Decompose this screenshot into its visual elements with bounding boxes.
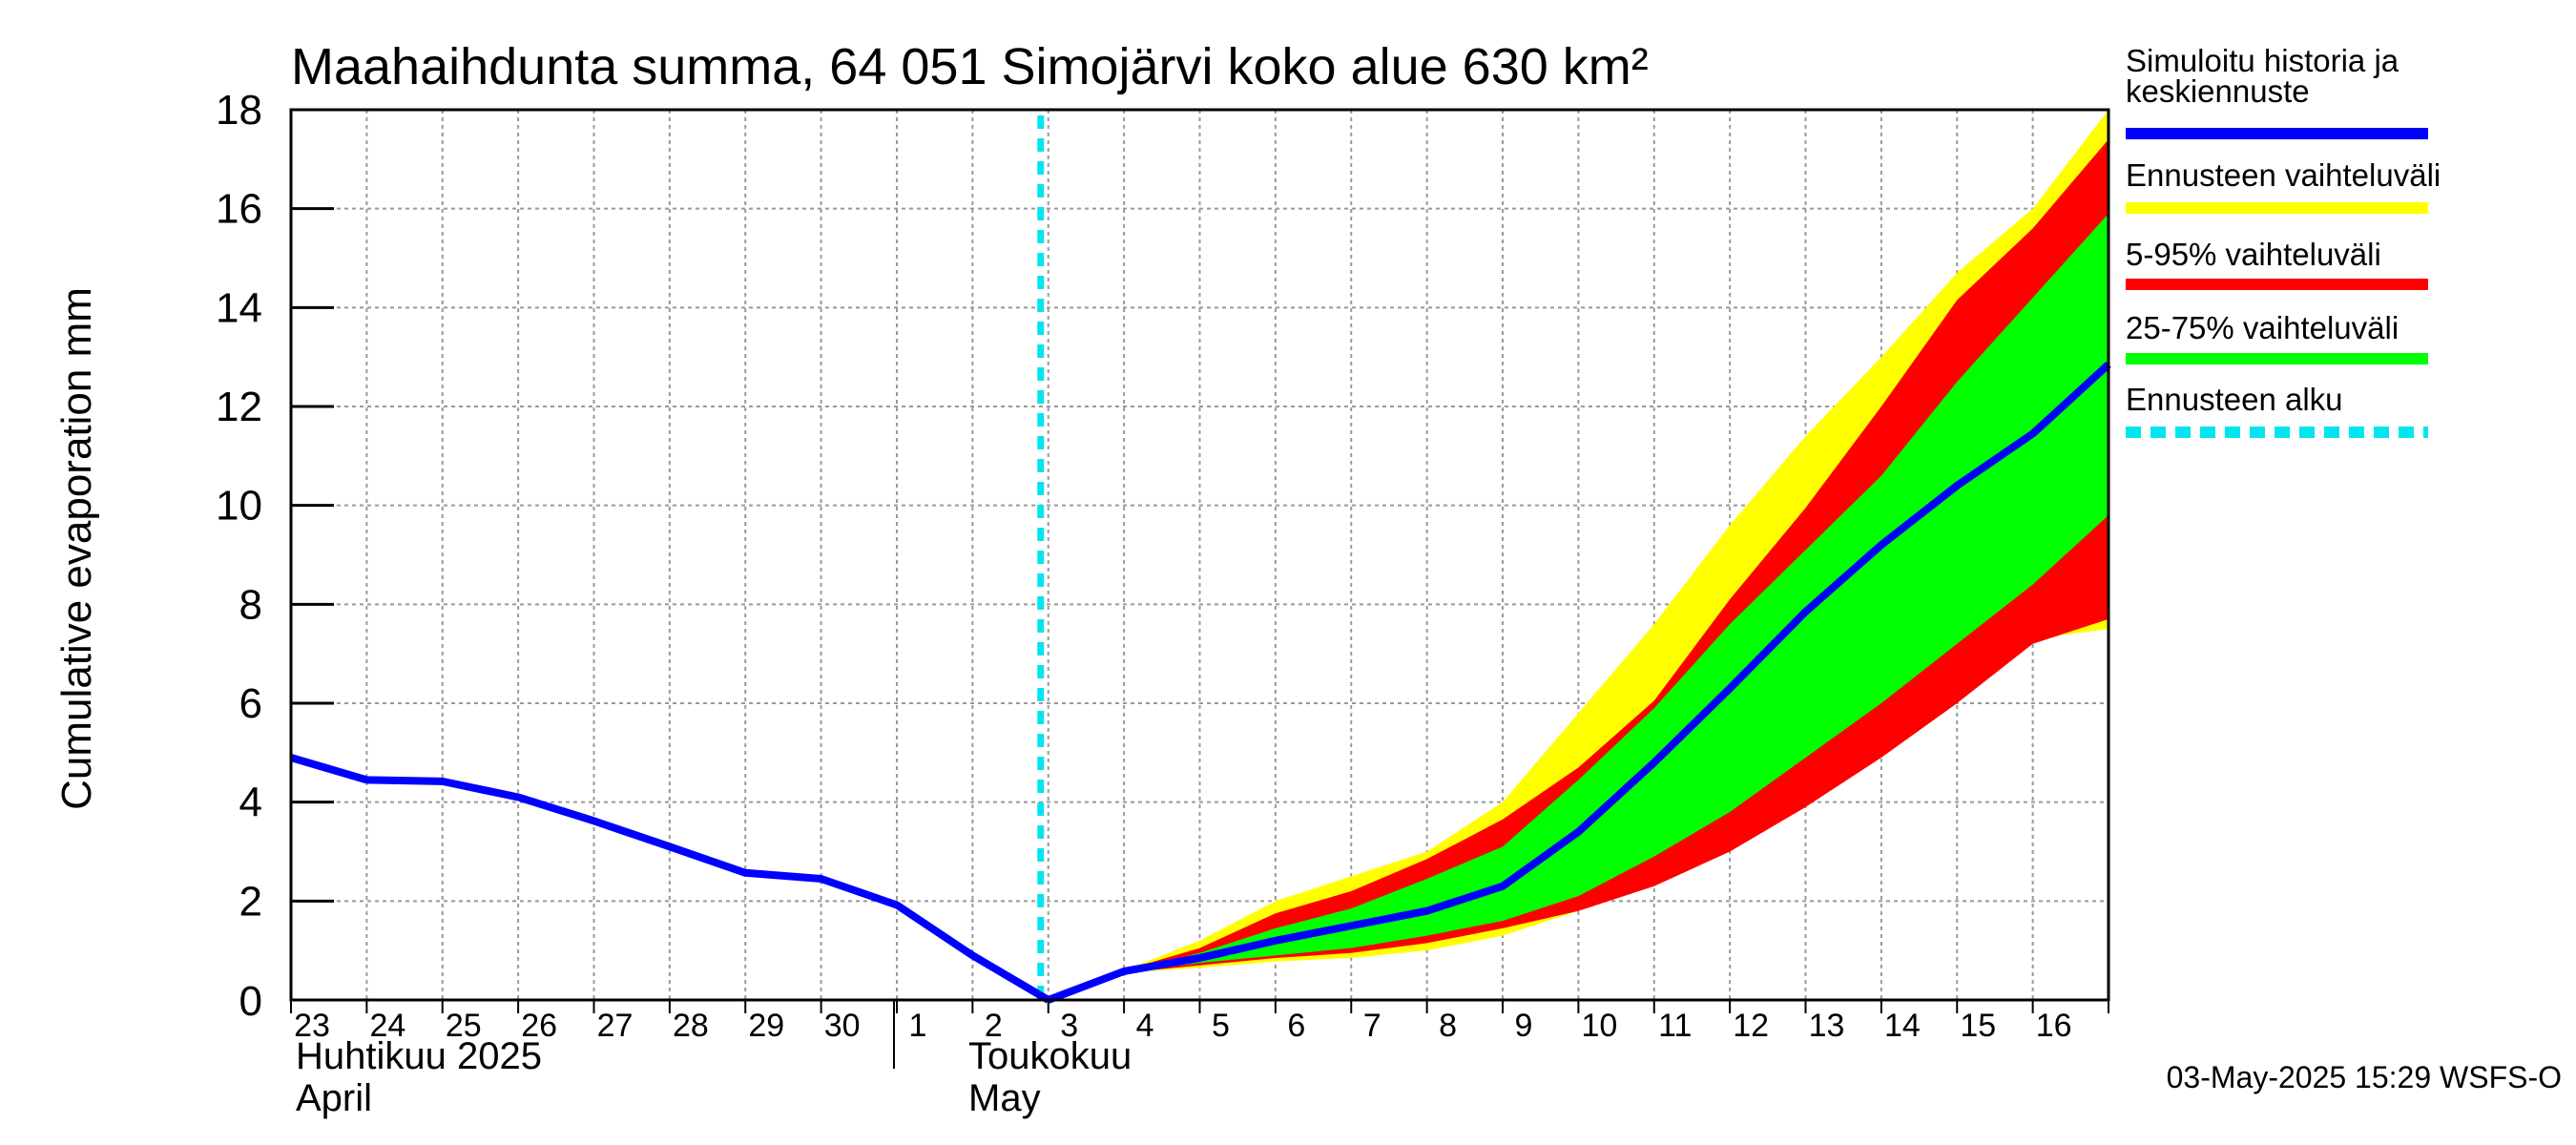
month-label-english: April xyxy=(296,1077,372,1119)
x-tick-label: 11 xyxy=(1658,1008,1692,1044)
y-tick-label: 10 xyxy=(216,483,262,530)
history-line xyxy=(289,754,1050,1004)
x-tick-label: 3 xyxy=(1060,1008,1078,1044)
x-tick-label: 26 xyxy=(521,1008,557,1044)
band-25-75 xyxy=(1048,213,2109,1001)
y-tick-label: 0 xyxy=(239,978,262,1025)
y-tick-label: 14 xyxy=(216,284,262,331)
x-tick-label: 10 xyxy=(1581,1008,1617,1044)
x-tick-label: 5 xyxy=(1212,1008,1230,1044)
x-tick-label: 13 xyxy=(1809,1008,1845,1044)
y-tick-label: 4 xyxy=(239,780,262,826)
x-tick-label: 9 xyxy=(1515,1008,1533,1044)
legend-label: Simuloitu historia ja xyxy=(2126,43,2399,78)
x-tick-label: 6 xyxy=(1287,1008,1305,1044)
x-tick-label: 25 xyxy=(446,1008,482,1044)
x-tick-label: 7 xyxy=(1363,1008,1381,1044)
month-label: Toukokuu xyxy=(968,1035,1132,1077)
chart-title: Maahaihdunta summa, 64 051 Simojärvi kok… xyxy=(291,38,1649,95)
y-tick-label: 6 xyxy=(239,680,262,727)
legend-label: 5-95% vaihteluväli xyxy=(2126,237,2381,272)
x-tick-label: 4 xyxy=(1136,1008,1154,1044)
x-tick-label: 14 xyxy=(1884,1008,1921,1044)
x-tick-label: 29 xyxy=(748,1008,784,1044)
legend-label: 25-75% vaihteluväli xyxy=(2126,310,2399,345)
series-lines xyxy=(289,115,2111,1004)
y-tick-label: 8 xyxy=(239,581,262,628)
legend-label: keskiennuste xyxy=(2126,73,2310,109)
x-tick-label: 8 xyxy=(1439,1008,1457,1044)
month-label: Huhtikuu 2025 xyxy=(296,1035,542,1077)
x-tick-label: 2 xyxy=(985,1008,1003,1044)
legend-label: Ennusteen alku xyxy=(2126,382,2343,417)
y-tick-label: 2 xyxy=(239,878,262,925)
y-axis-label: Cumulative evaporation mm xyxy=(53,287,100,810)
x-tick-label: 1 xyxy=(909,1008,927,1044)
month-label-english: May xyxy=(968,1077,1041,1119)
median-forecast-line xyxy=(1047,361,2111,1004)
x-tick-label: 23 xyxy=(294,1008,330,1044)
x-tick-label: 30 xyxy=(824,1008,861,1044)
y-tick-label: 16 xyxy=(216,186,262,233)
x-tick-label: 28 xyxy=(673,1008,709,1044)
x-tick-label: 27 xyxy=(597,1008,634,1044)
x-tick-label: 16 xyxy=(2036,1008,2072,1044)
y-tick-label: 18 xyxy=(216,87,262,134)
timestamp-label: 03-May-2025 15:29 WSFS-O xyxy=(2167,1060,2562,1094)
legend-label: Ennusteen vaihteluväli xyxy=(2126,157,2441,193)
y-tick-label: 12 xyxy=(216,384,262,430)
x-tick-label: 24 xyxy=(369,1008,405,1044)
x-tick-label: 12 xyxy=(1733,1008,1769,1044)
x-tick-label: 15 xyxy=(1960,1008,1996,1044)
